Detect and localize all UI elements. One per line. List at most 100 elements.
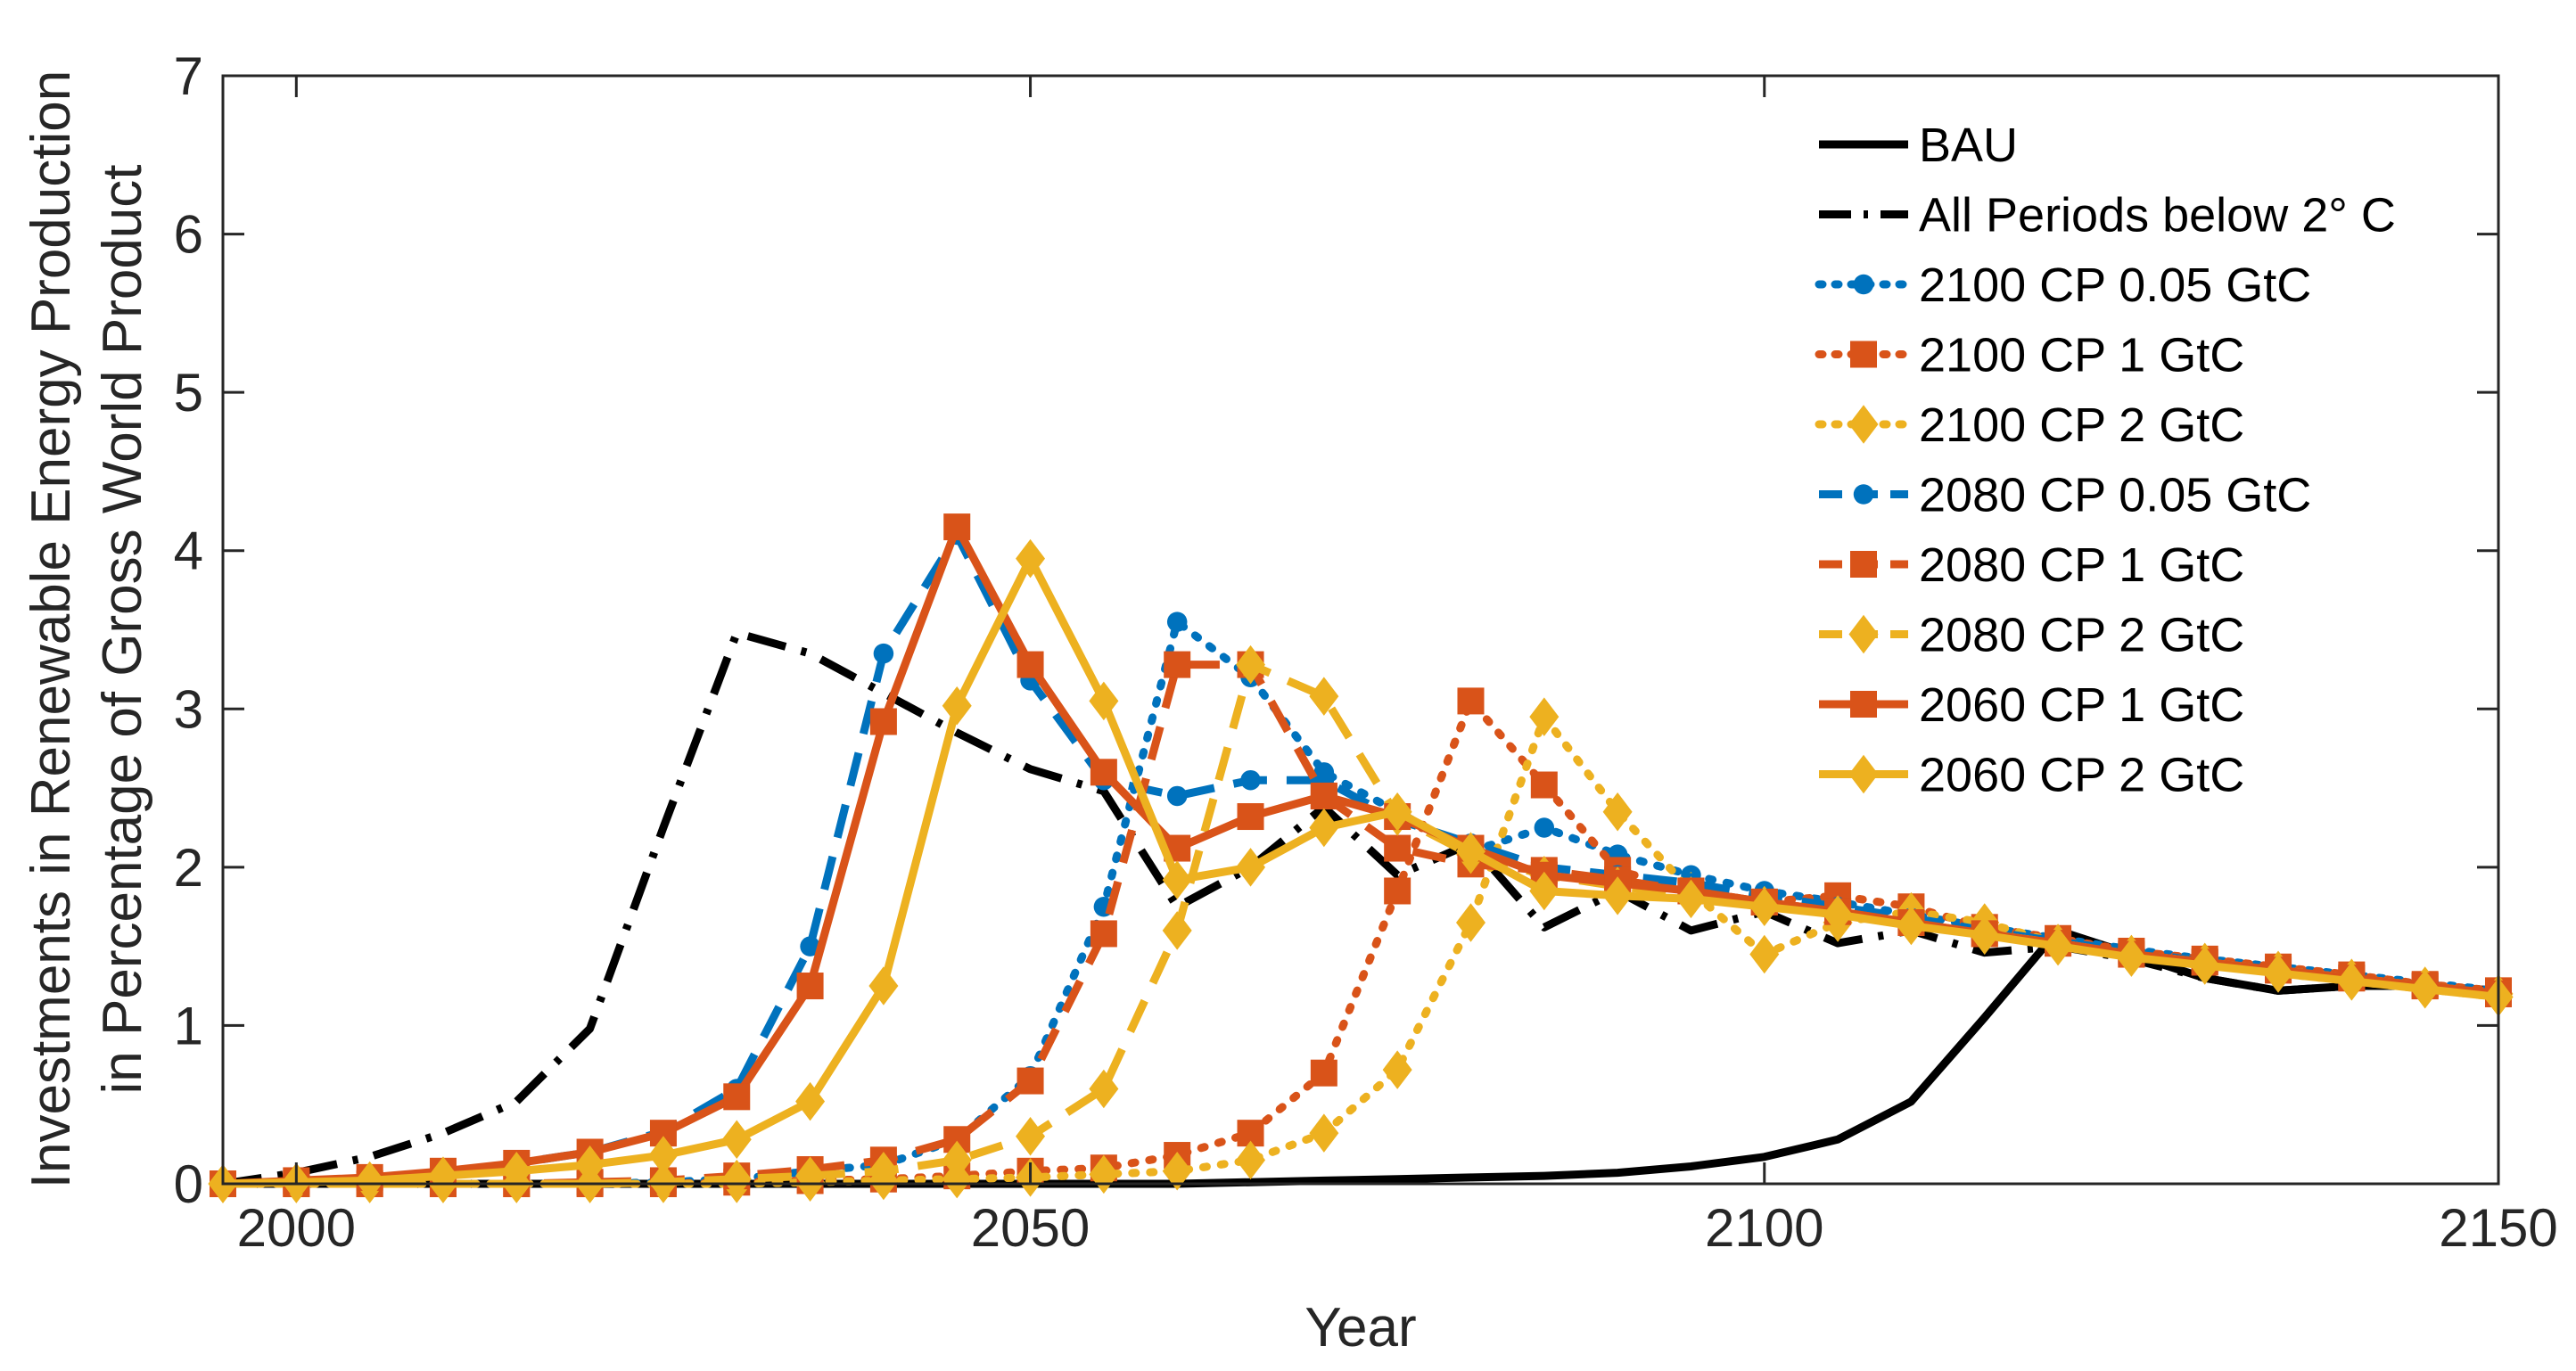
data-point bbox=[2116, 938, 2146, 977]
y-tick-label: 2 bbox=[174, 838, 203, 898]
data-point bbox=[1236, 1140, 1266, 1180]
data-point bbox=[648, 1162, 679, 1202]
data-point bbox=[868, 1152, 899, 1191]
data-point bbox=[1309, 1113, 1339, 1153]
data-point bbox=[1162, 911, 1192, 950]
ticks-layer: 2000 2050 2100 2150 0 1 2 3 4 5 6 7 bbox=[174, 46, 2558, 1258]
data-point bbox=[800, 936, 820, 956]
data-point bbox=[575, 1145, 605, 1185]
data-point bbox=[795, 1156, 826, 1195]
y-tick-label: 0 bbox=[174, 1154, 203, 1214]
legend-marker bbox=[1848, 754, 1879, 794]
series-line bbox=[223, 661, 2499, 1188]
data-point bbox=[1090, 920, 1117, 948]
data-point bbox=[796, 973, 824, 1000]
x-tick-label: 2100 bbox=[1705, 1198, 1823, 1258]
x-tick-label: 2050 bbox=[971, 1198, 1090, 1258]
data-point bbox=[1455, 903, 1486, 942]
data-point bbox=[1382, 1050, 1412, 1089]
data-point bbox=[1016, 1116, 1046, 1156]
data-point bbox=[355, 1161, 385, 1201]
data-point bbox=[1310, 1059, 1337, 1087]
data-point bbox=[1384, 877, 1411, 905]
data-point bbox=[1236, 848, 1266, 887]
data-point bbox=[1823, 895, 1853, 934]
data-point bbox=[795, 1081, 826, 1121]
legend-label: 2060 CP 2 GtC bbox=[1919, 749, 2244, 802]
data-point bbox=[501, 1152, 531, 1191]
data-point bbox=[2336, 961, 2366, 1001]
legend-marker bbox=[1850, 341, 1877, 368]
data-point bbox=[1382, 792, 1412, 832]
data-point bbox=[1749, 887, 1780, 926]
data-point bbox=[1675, 879, 1706, 919]
data-point bbox=[1236, 644, 1266, 685]
legend-marker bbox=[1853, 274, 1874, 295]
y-tick-label: 1 bbox=[174, 996, 203, 1055]
legend-entry: 2060 CP 1 GtC bbox=[1819, 678, 2244, 732]
y-tick-label: 6 bbox=[174, 205, 203, 265]
legend-marker bbox=[1848, 405, 1879, 444]
data-point bbox=[648, 1136, 679, 1175]
legend-entry: 2080 CP 0.05 GtC bbox=[1819, 469, 2311, 522]
data-point bbox=[1602, 792, 1633, 832]
data-point bbox=[1089, 1069, 1119, 1109]
legend-entry: 2100 CP 2 GtC bbox=[1815, 398, 2244, 452]
legend-label: 2100 CP 0.05 GtC bbox=[1919, 259, 2311, 312]
legend-entry: All Periods below 2° C bbox=[1819, 189, 2396, 242]
y-tick-label: 3 bbox=[174, 679, 203, 739]
legend-marker bbox=[1850, 551, 1877, 578]
data-point bbox=[1530, 771, 1558, 799]
legend-entry: 2060 CP 2 GtC bbox=[1819, 749, 2244, 802]
data-point bbox=[721, 1120, 752, 1160]
data-point bbox=[1089, 681, 1119, 721]
axes-layer bbox=[221, 74, 2500, 1186]
data-point bbox=[1455, 832, 1486, 871]
x-tick-label: 2150 bbox=[2439, 1198, 2557, 1258]
legend-label: 2100 CP 2 GtC bbox=[1919, 398, 2244, 452]
legend-marker bbox=[1850, 691, 1877, 718]
data-point bbox=[869, 708, 897, 735]
data-point bbox=[942, 1140, 972, 1180]
legend-label: All Periods below 2° C bbox=[1919, 189, 2396, 242]
series-10 bbox=[208, 538, 2514, 1203]
legend: BAU All Periods below 2° C 2100 CP 0.05 Gt… bbox=[1815, 119, 2396, 802]
data-point bbox=[1016, 1067, 1044, 1095]
data-point bbox=[1166, 785, 1188, 807]
legend-marker bbox=[1848, 614, 1879, 654]
y-axis-title-line-2: in Percentage of Gross World Product bbox=[92, 164, 153, 1094]
data-point bbox=[1162, 860, 1192, 899]
data-point bbox=[1457, 687, 1485, 715]
legend-entry: BAU bbox=[1819, 119, 2018, 172]
y-tick-label: 4 bbox=[174, 521, 203, 581]
data-point bbox=[1896, 906, 1926, 946]
x-tick-label: 2000 bbox=[237, 1198, 356, 1258]
data-point bbox=[1237, 803, 1264, 831]
data-point bbox=[1529, 871, 1560, 911]
data-point bbox=[1602, 876, 1633, 915]
data-point bbox=[1162, 1152, 1192, 1191]
data-point bbox=[942, 686, 972, 726]
y-axis-title-line-1: Investments in Renewable Energy Producti… bbox=[21, 70, 82, 1188]
series-line bbox=[223, 661, 2499, 1188]
data-point bbox=[1970, 915, 2000, 955]
data-point bbox=[868, 966, 899, 1006]
legend-entry: 2080 CP 1 GtC bbox=[1819, 538, 2244, 592]
legend-label: BAU bbox=[1919, 119, 2018, 172]
data-point bbox=[1384, 834, 1411, 862]
legend-label: 2060 CP 1 GtC bbox=[1919, 678, 2244, 732]
x-axis-title: Year bbox=[1304, 1297, 1416, 1359]
data-point bbox=[943, 513, 971, 541]
data-point bbox=[1309, 677, 1339, 716]
data-point bbox=[2410, 969, 2440, 1009]
legend-entry: 2100 CP 1 GtC bbox=[1815, 329, 2244, 382]
series-7 bbox=[210, 651, 2512, 1197]
data-point bbox=[873, 643, 894, 664]
data-point bbox=[1164, 651, 1191, 678]
data-point bbox=[1749, 934, 1780, 974]
data-point bbox=[1529, 697, 1560, 736]
data-point bbox=[1534, 817, 1555, 838]
data-point bbox=[428, 1156, 458, 1195]
data-point bbox=[2190, 946, 2220, 985]
